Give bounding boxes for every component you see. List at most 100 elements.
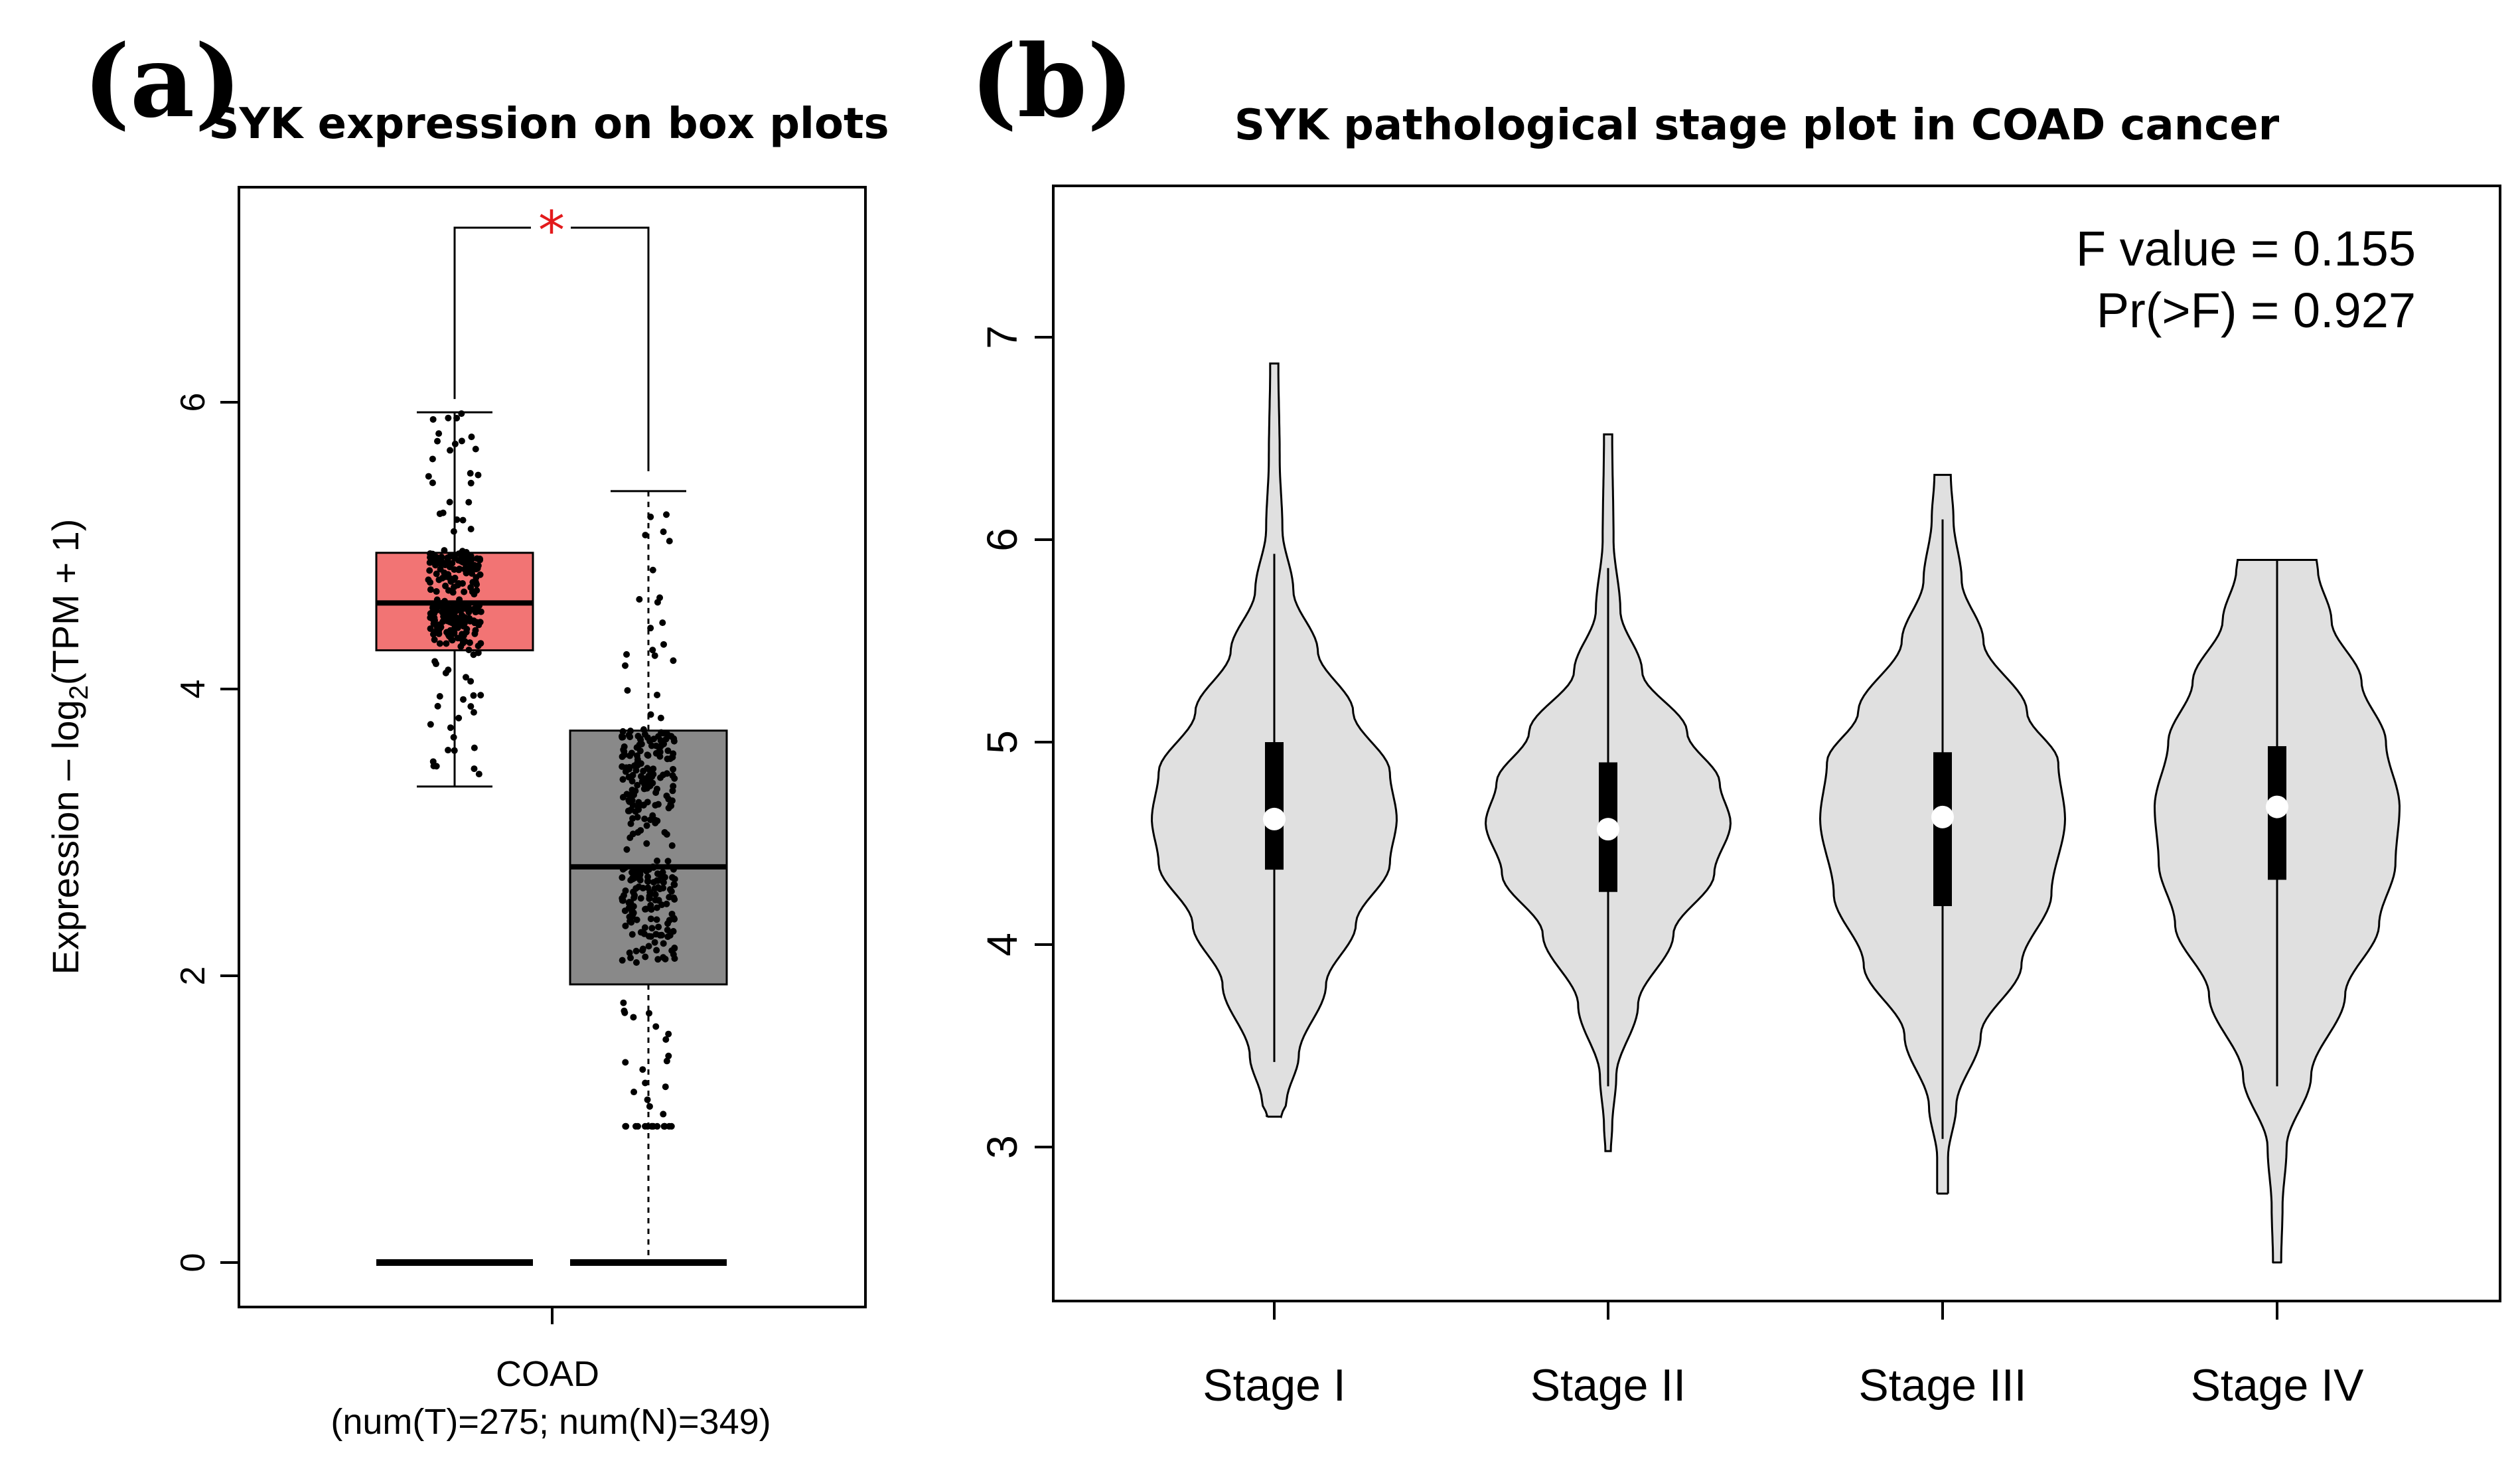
box-data-point: [622, 768, 629, 775]
box-plot-x-subtitle: (num(T)=275; num(N)=349): [331, 1402, 771, 1442]
box-data-point: [651, 816, 658, 824]
box-data-point: [646, 737, 654, 745]
box-data-point: [655, 897, 662, 904]
box-plot-title: SYK expression on box plots: [208, 100, 889, 149]
box-data-point: [619, 794, 627, 801]
box-data-point: [468, 433, 475, 441]
box-data-point: [633, 916, 640, 923]
box-data-point: [439, 618, 447, 625]
box-data-point: [663, 1057, 670, 1065]
box-data-point: [465, 499, 473, 506]
box-data-point: [643, 822, 650, 829]
panel-a-label: (a): [83, 23, 242, 140]
violin-plot-x-axis: Stage I Stage II Stage III Stage IV: [1203, 1301, 2364, 1411]
box-data-point: [465, 603, 472, 611]
significance-line: [453, 226, 650, 471]
violin-median-dot: [2266, 795, 2288, 818]
box-data-point: [648, 906, 655, 913]
box-data-point: [624, 687, 631, 694]
box-data-point: [640, 776, 647, 783]
box-data-point: [450, 576, 457, 583]
box-data-point: [639, 929, 646, 936]
box-data-point: [660, 641, 667, 648]
box-data-point: [429, 416, 437, 423]
box-data-point: [670, 657, 677, 664]
box-data-point: [641, 815, 648, 822]
box-data-point: [451, 583, 458, 591]
box-data-point: [435, 430, 443, 437]
box-data-point: [653, 947, 660, 954]
box-data-point: [634, 781, 641, 789]
box-data-point: [471, 619, 479, 627]
box-data-point: [445, 607, 452, 615]
box-data-point: [623, 846, 630, 853]
f-value-annotation: F value = 0.155: [2076, 221, 2416, 276]
box-data-point: [628, 919, 635, 926]
box-data-point: [427, 721, 434, 728]
box-data-point: [629, 787, 636, 794]
box-plot-frame: [238, 186, 867, 1308]
box-data-point: [619, 733, 626, 741]
box-data-point: [448, 636, 455, 643]
box-data-point: [660, 528, 667, 536]
box-data-point: [653, 904, 660, 911]
box-data-point: [633, 744, 640, 751]
box-data-point: [470, 692, 477, 699]
box-data-point: [450, 733, 457, 741]
box-data-point: [663, 511, 670, 518]
box-data-point: [669, 874, 676, 881]
box-data-point: [470, 709, 477, 716]
box-data-point: [637, 895, 644, 902]
box-data-point: [445, 571, 452, 578]
box-data-point: [443, 640, 450, 647]
violin-median-dot: [1263, 807, 1286, 830]
box-data-point: [467, 560, 474, 567]
violin-iqr-box: [1933, 752, 1952, 907]
box-data-point: [654, 877, 662, 884]
box-data-point: [660, 879, 667, 886]
box-data-point: [639, 1066, 646, 1073]
box-data-point: [471, 744, 478, 751]
box-data-point: [467, 703, 475, 710]
box-data-point: [644, 1122, 651, 1130]
box-data-point: [462, 674, 469, 681]
box-data-point: [458, 410, 465, 418]
box-data-point: [621, 662, 629, 669]
box-plot-boxes: [375, 411, 728, 1266]
box-data-point: [647, 915, 654, 923]
box-data-point: [620, 999, 627, 1006]
box-data-point: [639, 945, 646, 953]
box-data-point: [460, 632, 467, 639]
box-data-point: [670, 928, 677, 935]
box-data-point: [654, 956, 662, 963]
box-data-point: [657, 714, 664, 722]
box-data-point: [657, 774, 664, 781]
box-data-point: [633, 752, 640, 759]
box-data-point: [446, 499, 453, 506]
violin-x-tick-label: Stage IV: [2191, 1360, 2364, 1411]
box-data-point: [643, 840, 650, 847]
box-data-point: [452, 608, 459, 615]
box-data-point: [436, 510, 443, 517]
box-data-point: [655, 923, 662, 931]
box-data-point: [467, 552, 475, 560]
box-data-point: [471, 765, 478, 773]
box-data-point: [475, 643, 482, 650]
violin-plot: 3 4 5 6 7 Stage I Stage II Stage III Stage IV F…: [978, 185, 2501, 1411]
box-data-point: [660, 884, 667, 891]
significance-gap: [531, 216, 571, 240]
box-data-point: [467, 526, 475, 533]
box-data-point: [669, 787, 676, 795]
box-data-point: [477, 571, 484, 578]
box-data-point: [642, 953, 649, 961]
violin-x-tick-label: Stage II: [1530, 1360, 1686, 1411]
box-data-point: [466, 615, 473, 622]
box-data-point: [651, 939, 658, 946]
box-data-point: [645, 1010, 652, 1017]
box-data-point: [654, 691, 661, 698]
box-data-point: [662, 955, 669, 963]
box-data-point: [473, 555, 481, 562]
box-data-point: [619, 957, 626, 964]
box-data-point: [619, 728, 627, 735]
box-plot-points: [425, 410, 678, 1130]
